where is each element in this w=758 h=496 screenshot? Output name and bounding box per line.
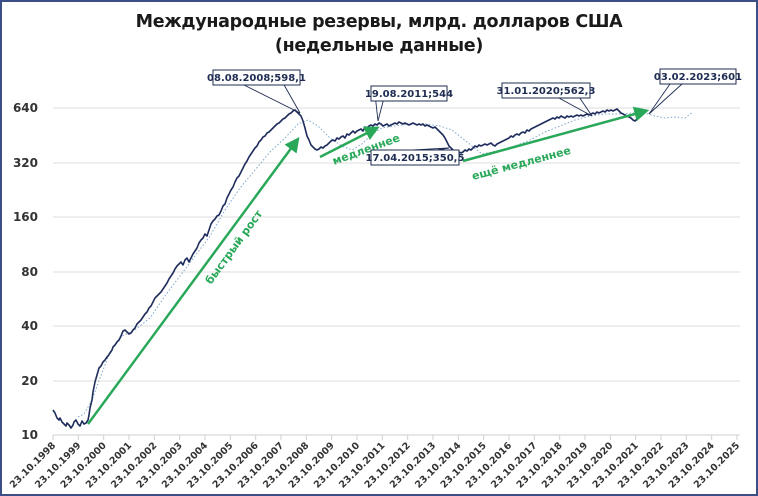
svg-text:17.04.2015;350,5: 17.04.2015;350,5 — [366, 153, 465, 164]
callout-2008: 08.08.2008;598,1 — [207, 69, 306, 86]
reserves-line — [52, 108, 644, 429]
arrow-fast-growth — [86, 136, 300, 425]
y-tick-40: 40 — [21, 319, 38, 333]
y-tick-640: 640 — [13, 101, 38, 115]
svg-text:08.08.2008;598,1: 08.08.2008;598,1 — [207, 73, 306, 84]
callout-2015: 17.04.2015;350,5 — [366, 149, 465, 166]
y-tick-160: 160 — [13, 210, 38, 224]
arrow-even-slower — [462, 106, 650, 163]
callout-2023: 03.02.2023;601 — [654, 68, 742, 85]
gridlines — [53, 107, 740, 382]
callout-2011: 19.08.2011;544 — [365, 85, 453, 102]
y-tick-20: 20 — [21, 374, 38, 388]
svg-text:31.01.2020;562,3: 31.01.2020;562,3 — [497, 86, 596, 97]
label-fast-growth: быстрый рост — [203, 207, 266, 287]
callout-2020: 31.01.2020;562,3 — [497, 82, 596, 99]
chart-title-block: Международные резервы, млрд. долларов СШ… — [0, 10, 758, 58]
trend-arrows — [86, 106, 650, 425]
y-axis-labels: 640 320 160 80 40 20 10 — [13, 101, 38, 442]
x-axis — [52, 434, 740, 440]
arrow-slower — [319, 126, 380, 159]
x-axis-labels: 23.10.1998 23.10.1999 23.10.2000 23.10.2… — [8, 440, 742, 491]
svg-text:19.08.2011;544: 19.08.2011;544 — [365, 89, 453, 100]
chart-subtitle: (недельные данные) — [274, 36, 484, 56]
y-tick-320: 320 — [13, 156, 38, 170]
y-tick-80: 80 — [21, 265, 38, 279]
chart-title: Международные резервы, млрд. долларов СШ… — [135, 12, 623, 32]
callout-leaders — [239, 82, 683, 161]
svg-text:03.02.2023;601: 03.02.2023;601 — [654, 72, 742, 83]
y-tick-10: 10 — [21, 428, 38, 442]
